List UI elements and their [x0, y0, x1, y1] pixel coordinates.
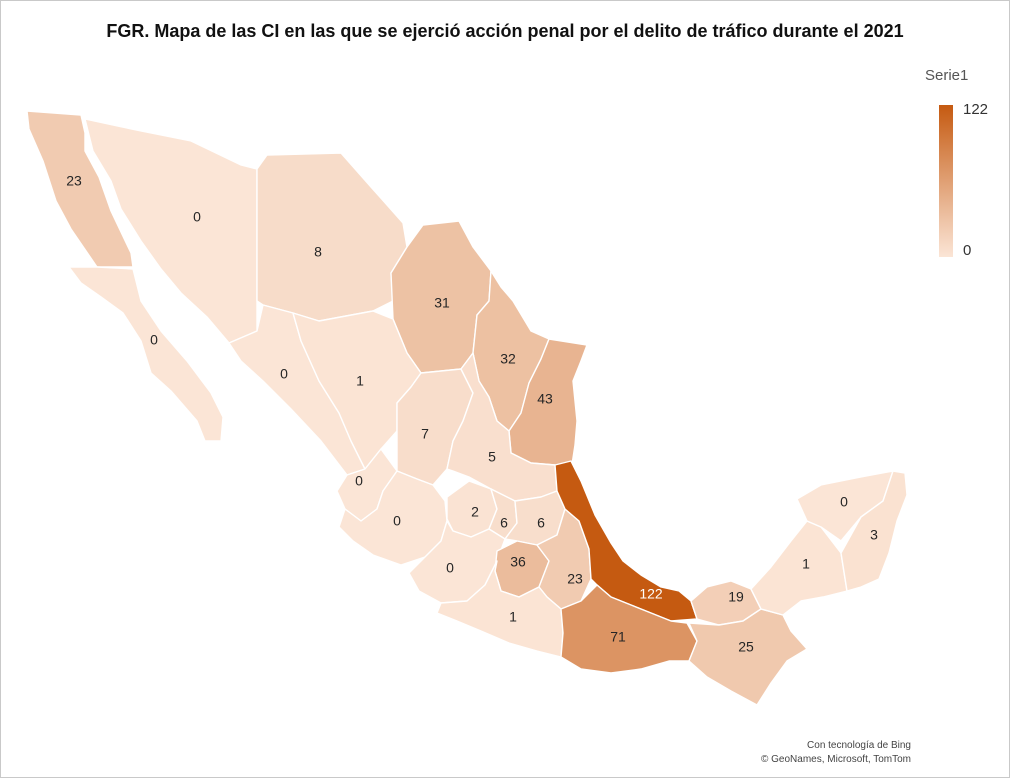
label-sonora: 0 [193, 209, 201, 225]
label-nayarit: 0 [355, 473, 363, 489]
label-guanajuato: 2 [471, 504, 479, 520]
label-tabasco: 19 [728, 589, 744, 605]
map-credit: Con tecnología de Bing © GeoNames, Micro… [761, 739, 911, 767]
label-veracruz: 122 [639, 586, 663, 602]
label-zacatecas: 7 [421, 426, 429, 442]
legend-min-label: 0 [963, 242, 971, 259]
label-baja-california: 23 [66, 173, 82, 189]
credit-line-1: Con tecnología de Bing [761, 739, 911, 753]
label-coahuila: 31 [434, 295, 450, 311]
label-quintana-roo: 3 [870, 527, 878, 543]
label-queretaro: 6 [500, 515, 508, 531]
state-chiapas [689, 609, 807, 705]
label-michoacan: 0 [446, 560, 454, 576]
label-campeche: 1 [802, 556, 810, 572]
label-baja-california-sur: 0 [150, 332, 158, 348]
state-chihuahua [257, 153, 407, 321]
label-durango: 1 [356, 373, 364, 389]
label-tamaulipas: 43 [537, 391, 553, 407]
label-jalisco: 0 [393, 513, 401, 529]
legend-color-scale [939, 105, 953, 257]
label-chihuahua: 8 [314, 244, 322, 260]
label-oaxaca: 71 [610, 629, 626, 645]
label-sinaloa: 0 [280, 366, 288, 382]
label-guerrero: 1 [509, 609, 517, 625]
label-san-luis-potosi: 5 [488, 449, 496, 465]
label-chiapas: 25 [738, 639, 754, 655]
legend-max-label: 122 [963, 101, 988, 118]
label-hidalgo: 6 [537, 515, 545, 531]
label-puebla: 23 [567, 571, 583, 587]
label-nuevo-leon: 32 [500, 351, 516, 367]
label-estado-de-mexico: 36 [510, 554, 526, 570]
credit-line-2: © GeoNames, Microsoft, TomTom [761, 753, 911, 767]
label-yucatan: 0 [840, 494, 848, 510]
legend-title: Serie1 [925, 67, 968, 84]
